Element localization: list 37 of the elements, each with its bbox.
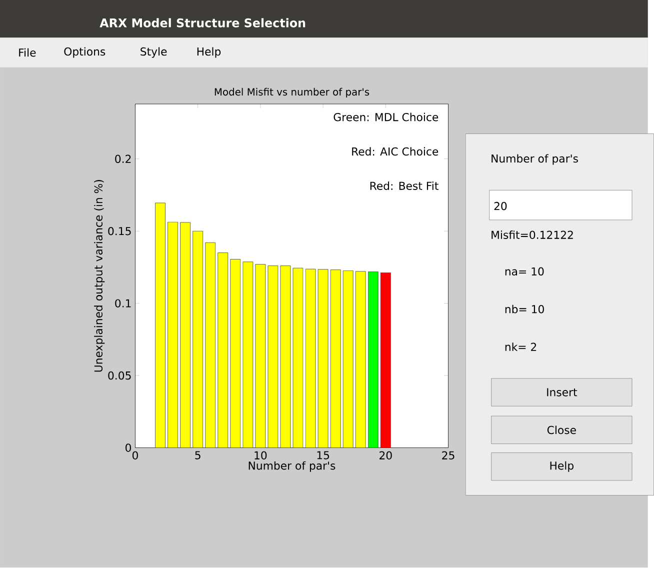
text: Insert <box>547 388 578 397</box>
y-tick-label: 0.1 <box>115 299 131 308</box>
bar <box>192 231 204 448</box>
y-axis-title: Unexplained output variance (in %) <box>94 180 105 372</box>
text: Misfit=0.12122 <box>492 230 573 240</box>
x-tick-label: 15 <box>317 451 330 460</box>
x-tick-label: 5 <box>195 451 200 460</box>
text: File <box>19 48 36 57</box>
text: ARX Model Structure Selection <box>100 18 306 28</box>
text: nk= 2 <box>505 342 536 352</box>
text: nb= 10 <box>505 305 544 314</box>
bar <box>355 271 366 448</box>
x-tick-label: 0 <box>132 451 138 460</box>
y-tick-label: 0 <box>126 444 131 452</box>
text: Number of par's <box>492 154 578 165</box>
bar <box>330 270 341 448</box>
y-tick-label: 0.2 <box>115 154 131 164</box>
x-tick-label: 25 <box>442 451 454 460</box>
text: na= 10 <box>505 267 544 276</box>
text: Help <box>197 47 221 58</box>
y-tick-label: 0.15 <box>108 227 131 236</box>
annotation: Red: Best Fit <box>370 182 438 190</box>
bar <box>180 222 191 448</box>
text: 20 <box>494 202 507 210</box>
annotation: Red: AIC Choice <box>352 147 438 156</box>
bar <box>230 259 241 448</box>
annotation: Green: MDL Choice <box>334 112 438 122</box>
text: Options <box>64 47 106 58</box>
x-axis-title: Number of par's <box>248 462 336 472</box>
text: Help <box>550 461 574 472</box>
y-tick-label: 0.05 <box>108 372 131 380</box>
text: Close <box>547 426 576 434</box>
x-tick-label: 10 <box>254 451 267 460</box>
text: Style <box>140 47 167 58</box>
chart-title: Model Misfit vs number of par's <box>214 88 370 98</box>
bar <box>368 272 378 448</box>
x-tick-label: 20 <box>380 451 392 460</box>
